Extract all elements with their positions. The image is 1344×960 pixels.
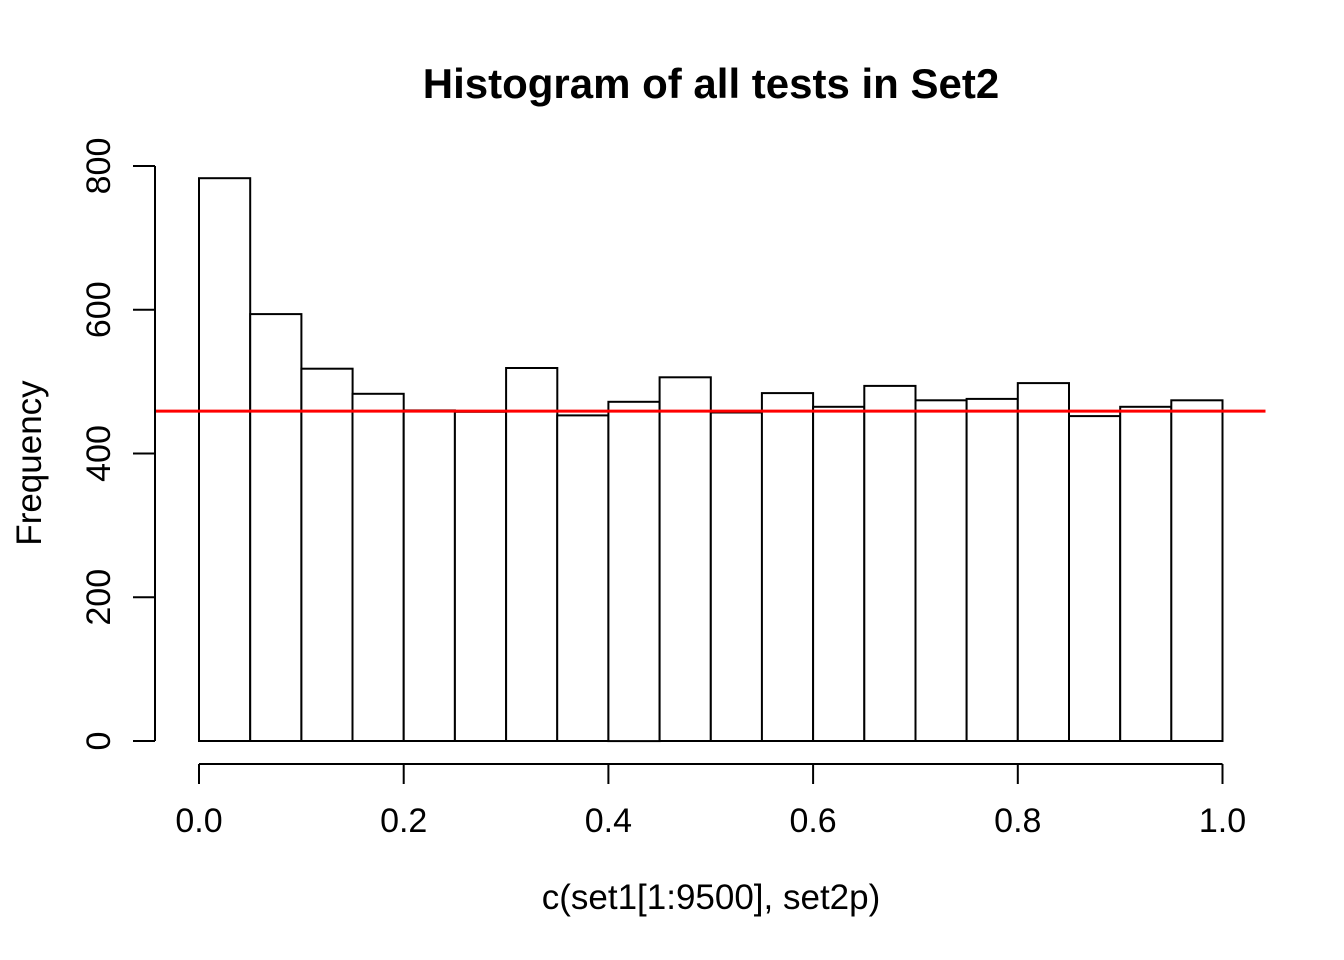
y-tick-label: 600 [80, 281, 118, 338]
histogram-bar [402, 409, 456, 742]
x-axis-title: c(set1[1:9500], set2p) [541, 878, 881, 917]
histogram-bar [760, 392, 815, 742]
histogram-bar [556, 414, 610, 742]
histogram-bar [709, 411, 763, 742]
histogram-bar [249, 313, 303, 742]
histogram-bar [351, 392, 405, 742]
histogram-bar [1016, 382, 1070, 742]
x-tick-label: 1.0 [1199, 802, 1246, 840]
histogram-bar [863, 384, 917, 742]
y-tick-label: 800 [80, 138, 118, 195]
y-tick-label: 400 [80, 425, 118, 482]
histogram-bar [1170, 399, 1224, 742]
histogram-bar [198, 177, 252, 742]
histogram-bar [300, 367, 354, 742]
x-tick-label: 0.8 [994, 802, 1041, 840]
histogram-bar [812, 405, 866, 742]
histogram-bar [453, 410, 508, 742]
histogram-bar [965, 397, 1019, 742]
x-tick-label: 0.2 [380, 802, 427, 840]
histogram-bar [1119, 405, 1173, 742]
histogram-bar [607, 400, 661, 743]
y-tick-label: 200 [80, 569, 118, 626]
x-tick-label: 0.4 [585, 802, 632, 840]
chart-title: Histogram of all tests in Set2 [422, 60, 1000, 107]
x-tick-label: 0.0 [175, 802, 222, 840]
histogram-bar [1068, 415, 1122, 742]
histogram-bar [658, 376, 712, 742]
histogram-bar [914, 399, 968, 742]
histogram-bar [505, 367, 559, 742]
y-tick-label: 0 [80, 732, 118, 751]
x-tick-label: 0.6 [789, 802, 836, 840]
